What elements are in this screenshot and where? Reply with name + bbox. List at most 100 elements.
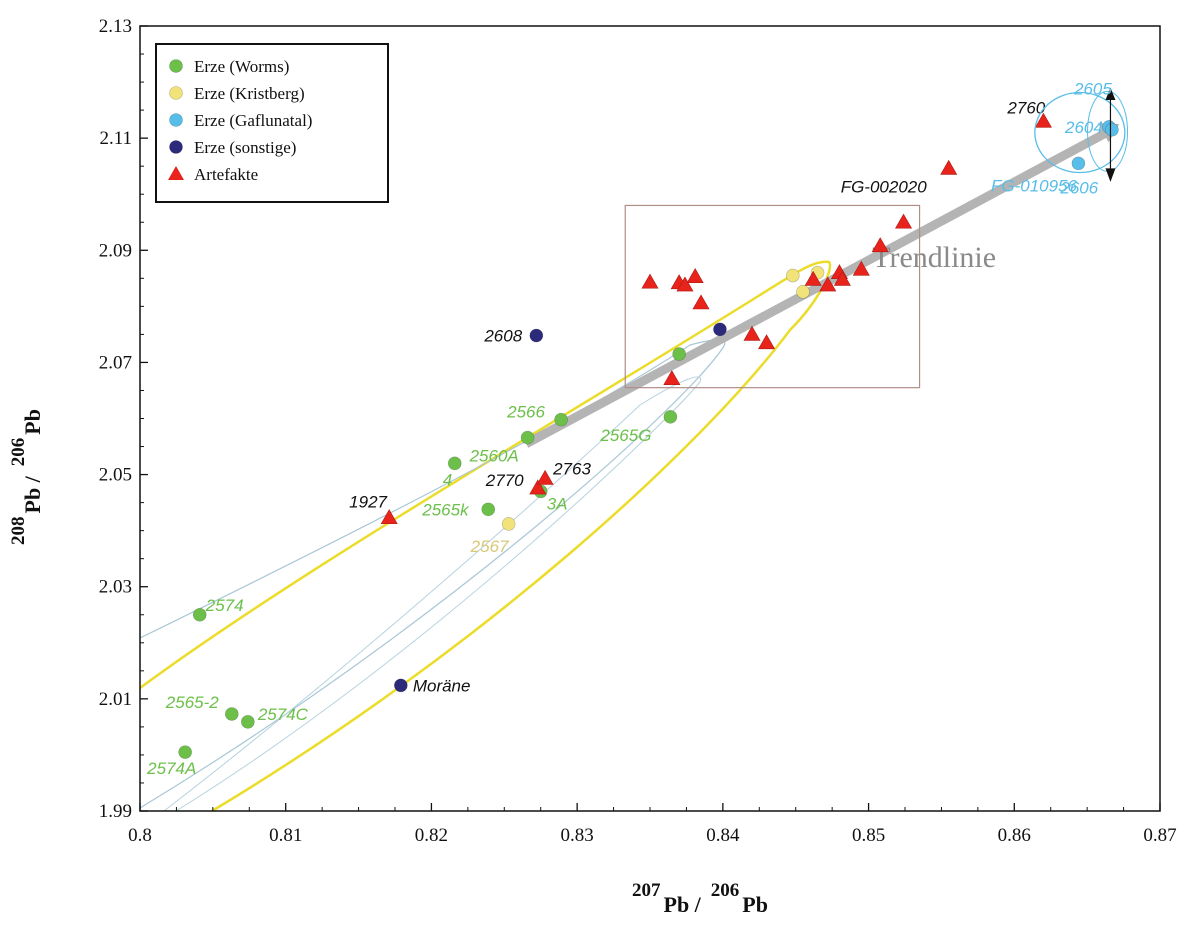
arrow-up-head bbox=[1105, 87, 1116, 101]
artefakte-marker bbox=[804, 270, 822, 286]
legend-entry: Erze (Worms) bbox=[194, 57, 289, 76]
legend-marker-circle bbox=[169, 113, 183, 127]
point-label: 2608 bbox=[483, 327, 522, 346]
highlight-box bbox=[624, 204, 921, 389]
x-tick-label: 0.82 bbox=[415, 825, 448, 846]
artefakte-marker bbox=[833, 270, 851, 286]
erze-worms-marker bbox=[520, 430, 535, 445]
erze-worms-marker bbox=[241, 715, 255, 729]
point-label: FG-002020 bbox=[841, 177, 928, 196]
artefakte-marker bbox=[676, 276, 694, 292]
x-tick-label: 0.86 bbox=[998, 825, 1031, 846]
point-label: 2574 bbox=[205, 596, 244, 615]
y-tick-label: 2.03 bbox=[99, 577, 132, 598]
y-tick-label: 2.11 bbox=[99, 128, 132, 149]
erze-worms-marker bbox=[178, 745, 192, 759]
erze-sonstige-marker bbox=[713, 322, 727, 337]
y-tick-label: 2.09 bbox=[99, 240, 132, 261]
y-tick-labels: 1.99 2.01 2.03 2.05 2.07 2.09 2.11 2.13 bbox=[99, 16, 132, 822]
y-axis-sup-2: 206 bbox=[8, 438, 29, 467]
trendline-label: Trendlinie bbox=[872, 241, 996, 274]
legend-marker-circle bbox=[169, 140, 183, 154]
artefakte-marker bbox=[692, 294, 710, 310]
trendline-layer: Trendlinie bbox=[524, 122, 1120, 448]
legend-marker-circle bbox=[169, 86, 183, 100]
erze-kristberg-marker bbox=[785, 268, 800, 283]
trendline bbox=[524, 126, 1114, 448]
label-fg-010956: FG-010956 bbox=[991, 176, 1078, 195]
y-tick-label: 2.01 bbox=[99, 689, 132, 710]
artefakte-marker bbox=[641, 273, 659, 289]
y-axis-base-2: Pb bbox=[20, 409, 45, 435]
highlight-box-layer bbox=[624, 204, 921, 389]
x-tick-label: 0.87 bbox=[1143, 825, 1176, 846]
artefakte-marker bbox=[529, 479, 547, 495]
y-axis-sup-1: 208 bbox=[8, 517, 29, 546]
y-tick-label: 1.99 bbox=[99, 801, 132, 822]
point-label: 2574C bbox=[257, 705, 309, 724]
artefakte-marker bbox=[536, 469, 554, 485]
data-points bbox=[178, 112, 1119, 759]
artefakte-marker bbox=[895, 213, 913, 229]
x-axis-title: 207Pb / 206Pb bbox=[632, 880, 768, 917]
legend-marker-circle bbox=[169, 59, 183, 73]
y-tick-label: 2.07 bbox=[99, 352, 132, 373]
x-axis-base-2: Pb bbox=[742, 892, 768, 917]
erze-worms-marker bbox=[447, 456, 462, 471]
point-label: 2565k bbox=[421, 500, 470, 519]
artefakte-marker bbox=[380, 509, 398, 525]
point-label: 2760 bbox=[1006, 98, 1045, 117]
x-tick-label: 0.81 bbox=[269, 825, 302, 846]
point-label: 1927 bbox=[349, 493, 387, 512]
legend-marker-triangle bbox=[168, 166, 184, 180]
point-label: 2606 bbox=[1059, 178, 1098, 197]
artefakte-marker bbox=[758, 334, 776, 350]
erze-worms-marker bbox=[225, 707, 239, 721]
erze-worms-marker bbox=[663, 410, 678, 424]
x-axis-sup-1: 207 bbox=[632, 880, 661, 901]
gaflunatal-annotations: 2605 FG-010956 bbox=[991, 79, 1129, 195]
x-tick-label: 0.84 bbox=[706, 825, 740, 846]
point-label: 2604 bbox=[1064, 118, 1103, 137]
legend-entry: Erze (Kristberg) bbox=[194, 84, 305, 103]
x-axis-base-1: Pb / bbox=[664, 892, 702, 917]
artefakte-marker bbox=[1034, 112, 1052, 128]
envelope-yellow bbox=[139, 260, 832, 813]
erze-worms-marker bbox=[672, 347, 686, 361]
y-axis-base-1: Pb / bbox=[20, 475, 45, 513]
arrow-down-head bbox=[1105, 168, 1116, 182]
point-label: 2566 bbox=[506, 403, 545, 422]
artefakte-marker bbox=[819, 276, 837, 292]
legend-entry: Erze (sonstige) bbox=[194, 138, 296, 157]
y-axis-title: 208 Pb / 206 Pb bbox=[8, 409, 45, 545]
point-labels: 2574A 2574 2565-2 2574C 4 2565k 2560A 3A 2566 256… bbox=[146, 98, 1103, 778]
erze-worms-marker bbox=[554, 412, 568, 427]
y-tick-label: 2.13 bbox=[99, 16, 132, 37]
artefakte-marker bbox=[743, 325, 761, 341]
erze-worms-marker bbox=[481, 502, 496, 517]
point-label: Moräne bbox=[413, 676, 471, 695]
erze-kristberg-marker bbox=[796, 284, 810, 299]
artefakte-marker bbox=[663, 370, 681, 385]
x-axis-sup-2: 206 bbox=[711, 880, 740, 901]
x-tick-label: 0.83 bbox=[561, 825, 594, 846]
erze-sonstige-marker bbox=[529, 328, 544, 343]
erze-worms-marker bbox=[192, 607, 207, 622]
x-tick-label: 0.8 bbox=[128, 825, 152, 846]
y-tick-label: 2.05 bbox=[99, 465, 132, 486]
point-label: 2763 bbox=[552, 459, 591, 478]
artefakte-marker bbox=[871, 237, 889, 253]
point-label: 3A bbox=[547, 494, 568, 513]
point-label: 4 bbox=[443, 470, 452, 489]
artefakte-marker bbox=[940, 159, 958, 175]
axes bbox=[139, 25, 1161, 812]
point-label: 2565-2 bbox=[165, 693, 219, 712]
erze-sonstige-marker bbox=[394, 678, 408, 693]
legend-entry: Artefakte bbox=[194, 165, 258, 184]
x-tick-label: 0.85 bbox=[852, 825, 885, 846]
erze-kristberg-marker bbox=[501, 517, 516, 531]
erze-gaflunatal-marker bbox=[1105, 122, 1119, 137]
point-label: 2770 bbox=[485, 471, 524, 490]
artefakte-marker bbox=[852, 260, 870, 276]
